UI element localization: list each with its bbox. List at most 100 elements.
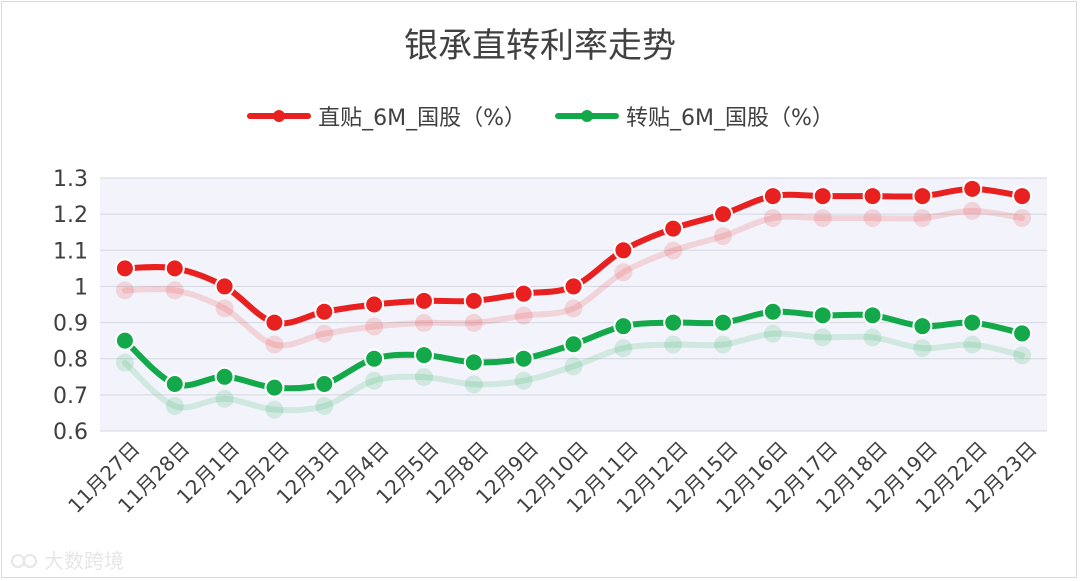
- series-0-point: [114, 258, 135, 279]
- series-1-shadow-point: [365, 371, 384, 390]
- series-0-point: [912, 186, 933, 207]
- series-0-shadow-point: [365, 317, 384, 336]
- series-0-shadow-point: [963, 201, 982, 220]
- series-1-point: [364, 348, 385, 369]
- series-1-shadow-point: [664, 335, 683, 354]
- series-0-point: [862, 186, 883, 207]
- series-1-point: [513, 348, 534, 369]
- series-0-point: [812, 186, 833, 207]
- series-0-point: [214, 276, 235, 297]
- series-0-point: [364, 294, 385, 315]
- series-1-shadow-point: [215, 389, 234, 408]
- series-1-shadow-point: [315, 397, 334, 416]
- series-1-point: [314, 374, 335, 395]
- series-0-shadow-point: [464, 313, 483, 332]
- legend-label-transfer: 转贴_6M_国股（%）: [626, 106, 834, 131]
- series-1-point: [563, 334, 584, 355]
- series-0-shadow-point: [714, 227, 733, 246]
- series-1-shadow-point: [115, 353, 134, 372]
- series-0-shadow-point: [564, 299, 583, 318]
- series-0-shadow-point: [215, 299, 234, 318]
- series-1-point: [214, 366, 235, 387]
- series-1-point: [413, 345, 434, 366]
- series-1-shadow: [121, 330, 1026, 414]
- series-1-shadow-point: [1013, 346, 1032, 365]
- series-0-point: [1012, 186, 1033, 207]
- series-0-shadow-point: [115, 281, 134, 300]
- series-0-shadow-point: [664, 241, 683, 260]
- plot-area: [100, 178, 1047, 431]
- series-0-point: [314, 301, 335, 322]
- series-0-shadow-point: [165, 281, 184, 300]
- legend-marker-transfer: [555, 110, 619, 122]
- series-1-shadow-point: [564, 357, 583, 376]
- y-tick-label: 1.1: [53, 239, 88, 264]
- y-tick-label: 0.7: [53, 384, 88, 409]
- series-0-point: [513, 283, 534, 304]
- watermark-logo-icon: [11, 553, 37, 568]
- series-0-shadow-point: [614, 263, 633, 282]
- series-1-shadow-point: [963, 335, 982, 354]
- series-1-point: [812, 305, 833, 326]
- series-1-point: [463, 352, 484, 373]
- series-1-point: [962, 312, 983, 333]
- y-tick-label: 0.8: [53, 348, 88, 373]
- series-0-point: [164, 258, 185, 279]
- series-1-point: [713, 312, 734, 333]
- series-0-shadow-point: [265, 335, 284, 354]
- legend-label-direct: 直贴_6M_国股（%）: [318, 106, 526, 131]
- series-1-point: [862, 305, 883, 326]
- series-1-shadow-point: [763, 324, 782, 343]
- series-1-shadow-point: [813, 328, 832, 347]
- legend: 直贴_6M_国股（%） 转贴_6M_国股（%）: [0, 100, 1080, 132]
- chart-title: 银承直转利率走势: [404, 26, 676, 66]
- series-1-point: [912, 316, 933, 337]
- series-0-point: [713, 204, 734, 225]
- series-0-shadow-point: [514, 306, 533, 325]
- y-tick-label: 1: [74, 275, 88, 300]
- series-1-point: [1012, 323, 1033, 344]
- series-0-shadow-point: [813, 209, 832, 228]
- series-1-shadow-point: [414, 368, 433, 387]
- series-1-point: [114, 330, 135, 351]
- series-1-point: [264, 377, 285, 398]
- series-0-shadow-point: [913, 209, 932, 228]
- series-0-shadow-point: [315, 324, 334, 343]
- series-0-point: [413, 290, 434, 311]
- series-0-point: [563, 276, 584, 297]
- series-1-point: [164, 374, 185, 395]
- series-1-shadow-point: [464, 375, 483, 394]
- series-0-point: [962, 178, 983, 199]
- watermark-text: 大数跨境: [44, 549, 124, 573]
- series-0-point: [463, 290, 484, 311]
- series-0-shadow: [121, 207, 1026, 349]
- series-1-shadow-point: [614, 339, 633, 358]
- series-1-shadow-point: [913, 339, 932, 358]
- y-tick-label: 0.9: [53, 312, 88, 337]
- series-1-point: [663, 312, 684, 333]
- series-1-shadow-point: [514, 371, 533, 390]
- series-1-shadow-point: [165, 397, 184, 416]
- y-tick-label: 1.2: [53, 203, 88, 228]
- series-1-point: [613, 316, 634, 337]
- y-tick-label: 1.3: [53, 167, 88, 192]
- series-0-point: [613, 240, 634, 261]
- series-0-shadow-point: [414, 313, 433, 332]
- legend-item-transfer: 转贴_6M_国股（%）: [554, 100, 834, 132]
- watermark: 大数跨境: [10, 545, 124, 574]
- series-0-shadow-point: [1013, 209, 1032, 228]
- y-tick-label: 0.6: [53, 420, 88, 445]
- series-0-point: [264, 312, 285, 333]
- legend-marker-direct: [247, 110, 312, 122]
- series-1-shadow-point: [714, 335, 733, 354]
- series-1-point: [762, 301, 783, 322]
- series-1-shadow-point: [863, 328, 882, 347]
- series-0-shadow-point: [763, 209, 782, 228]
- series-0-point: [663, 218, 684, 239]
- legend-item-direct: 直贴_6M_国股（%）: [246, 100, 526, 132]
- series-0-shadow-point: [863, 209, 882, 228]
- series-1-shadow-point: [265, 400, 284, 419]
- series-0-point: [762, 186, 783, 207]
